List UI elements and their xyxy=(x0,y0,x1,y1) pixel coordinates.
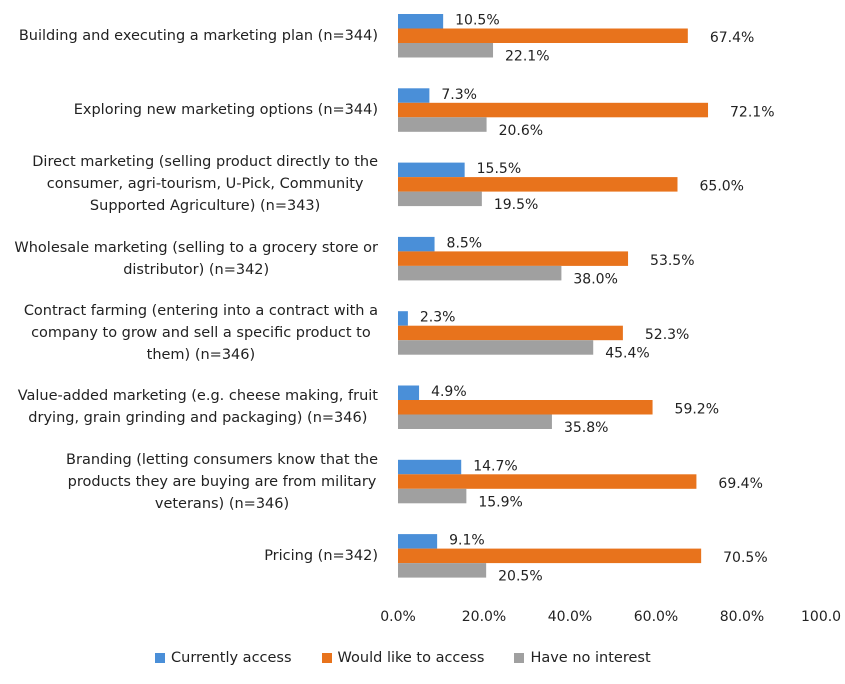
bar-currently-access xyxy=(398,534,438,549)
category-label-text: Pricing (n=342) xyxy=(264,547,378,564)
x-tick-label: 60.0% xyxy=(633,609,679,625)
data-label: 2.3% xyxy=(420,310,456,326)
bar-have-no-interest xyxy=(398,563,487,578)
bar-would-like-to-access xyxy=(398,548,702,564)
category-label-text: Direct marketing (selling product direct… xyxy=(32,154,378,215)
data-label: 38.0% xyxy=(573,271,617,287)
category-label: Exploring new marketing options (n=344) xyxy=(0,70,378,150)
bar-currently-access xyxy=(398,311,408,326)
category-label: Value-added marketing (e.g. cheese makin… xyxy=(0,367,378,447)
legend: Currently access Would like to access Have… xyxy=(155,650,651,666)
bar-currently-access xyxy=(398,236,435,252)
legend-swatch xyxy=(321,653,332,663)
bar-would-like-to-access xyxy=(398,177,678,192)
bar-would-like-to-access xyxy=(398,474,697,489)
data-label: 9.1% xyxy=(449,533,485,549)
legend-item: Currently access xyxy=(155,650,292,666)
data-label: 20.6% xyxy=(499,123,543,139)
data-label: 35.8% xyxy=(564,420,608,436)
data-label: 72.1% xyxy=(730,104,774,120)
data-label: 65.0% xyxy=(700,179,744,195)
bar-currently-access xyxy=(398,459,462,475)
category-label-text: Building and executing a marketing plan … xyxy=(18,27,378,44)
legend-item: Would like to access xyxy=(321,650,485,666)
bar-would-like-to-access xyxy=(398,102,709,118)
data-label: 4.9% xyxy=(431,384,467,400)
bar-have-no-interest xyxy=(398,43,494,58)
bar-currently-access xyxy=(398,14,444,29)
x-tick-label: 0.0% xyxy=(380,609,416,625)
data-label: 10.5% xyxy=(455,13,499,29)
legend-label: Would like to access xyxy=(337,650,485,666)
x-tick-label: 40.0% xyxy=(547,609,593,625)
category-label: Branding (letting consumers know that th… xyxy=(0,442,378,522)
legend-item: Have no interest xyxy=(514,650,651,666)
category-label-text: Value-added marketing (e.g. cheese makin… xyxy=(17,388,378,427)
category-label-text: Branding (letting consumers know that th… xyxy=(66,451,378,512)
data-label: 8.5% xyxy=(447,235,483,251)
data-label: 19.5% xyxy=(494,197,538,213)
legend-label: Have no interest xyxy=(530,650,651,666)
bar-would-like-to-access xyxy=(398,325,623,341)
category-label: Contract farming (entering into a contra… xyxy=(0,293,378,373)
data-label: 52.3% xyxy=(645,327,689,343)
legend-label: Currently access xyxy=(171,650,292,666)
bar-currently-access xyxy=(398,88,430,103)
data-label: 15.5% xyxy=(477,161,521,177)
data-label: 7.3% xyxy=(441,87,477,103)
category-label-text: Contract farming (entering into a contra… xyxy=(23,302,378,363)
bar-currently-access xyxy=(398,385,420,400)
bar-have-no-interest xyxy=(398,117,487,132)
category-label-text: Wholesale marketing (selling to a grocer… xyxy=(14,239,378,278)
bar-would-like-to-access xyxy=(398,28,688,43)
category-label: Pricing (n=342) xyxy=(0,516,378,596)
x-tick-label: 100.0 xyxy=(801,609,842,625)
data-label: 69.4% xyxy=(718,476,762,492)
bar-have-no-interest xyxy=(398,414,552,429)
data-label: 15.9% xyxy=(478,494,522,510)
data-label: 45.4% xyxy=(605,346,649,362)
data-label: 20.5% xyxy=(498,569,542,585)
category-label-text: Exploring new marketing options (n=344) xyxy=(73,102,378,119)
category-label: Wholesale marketing (selling to a grocer… xyxy=(0,219,378,299)
data-label: 22.1% xyxy=(505,49,549,65)
legend-swatch xyxy=(514,653,525,663)
bar-have-no-interest xyxy=(398,265,562,281)
data-label: 59.2% xyxy=(675,402,719,418)
x-tick-label: 20.0% xyxy=(461,609,507,625)
legend-swatch xyxy=(155,653,165,663)
bar-have-no-interest xyxy=(398,488,467,504)
data-label: 53.5% xyxy=(650,253,694,269)
bar-currently-access xyxy=(398,162,465,178)
category-label: Direct marketing (selling product direct… xyxy=(0,144,378,224)
data-label: 67.4% xyxy=(710,30,754,46)
bar-would-like-to-access xyxy=(398,400,653,415)
category-label: Building and executing a marketing plan … xyxy=(0,0,378,76)
x-tick-label: 80.0% xyxy=(719,609,765,625)
bar-have-no-interest xyxy=(398,340,594,355)
bar-have-no-interest xyxy=(398,191,482,207)
data-label: 14.7% xyxy=(473,458,517,474)
bar-would-like-to-access xyxy=(398,251,629,266)
data-label: 70.5% xyxy=(723,550,767,566)
